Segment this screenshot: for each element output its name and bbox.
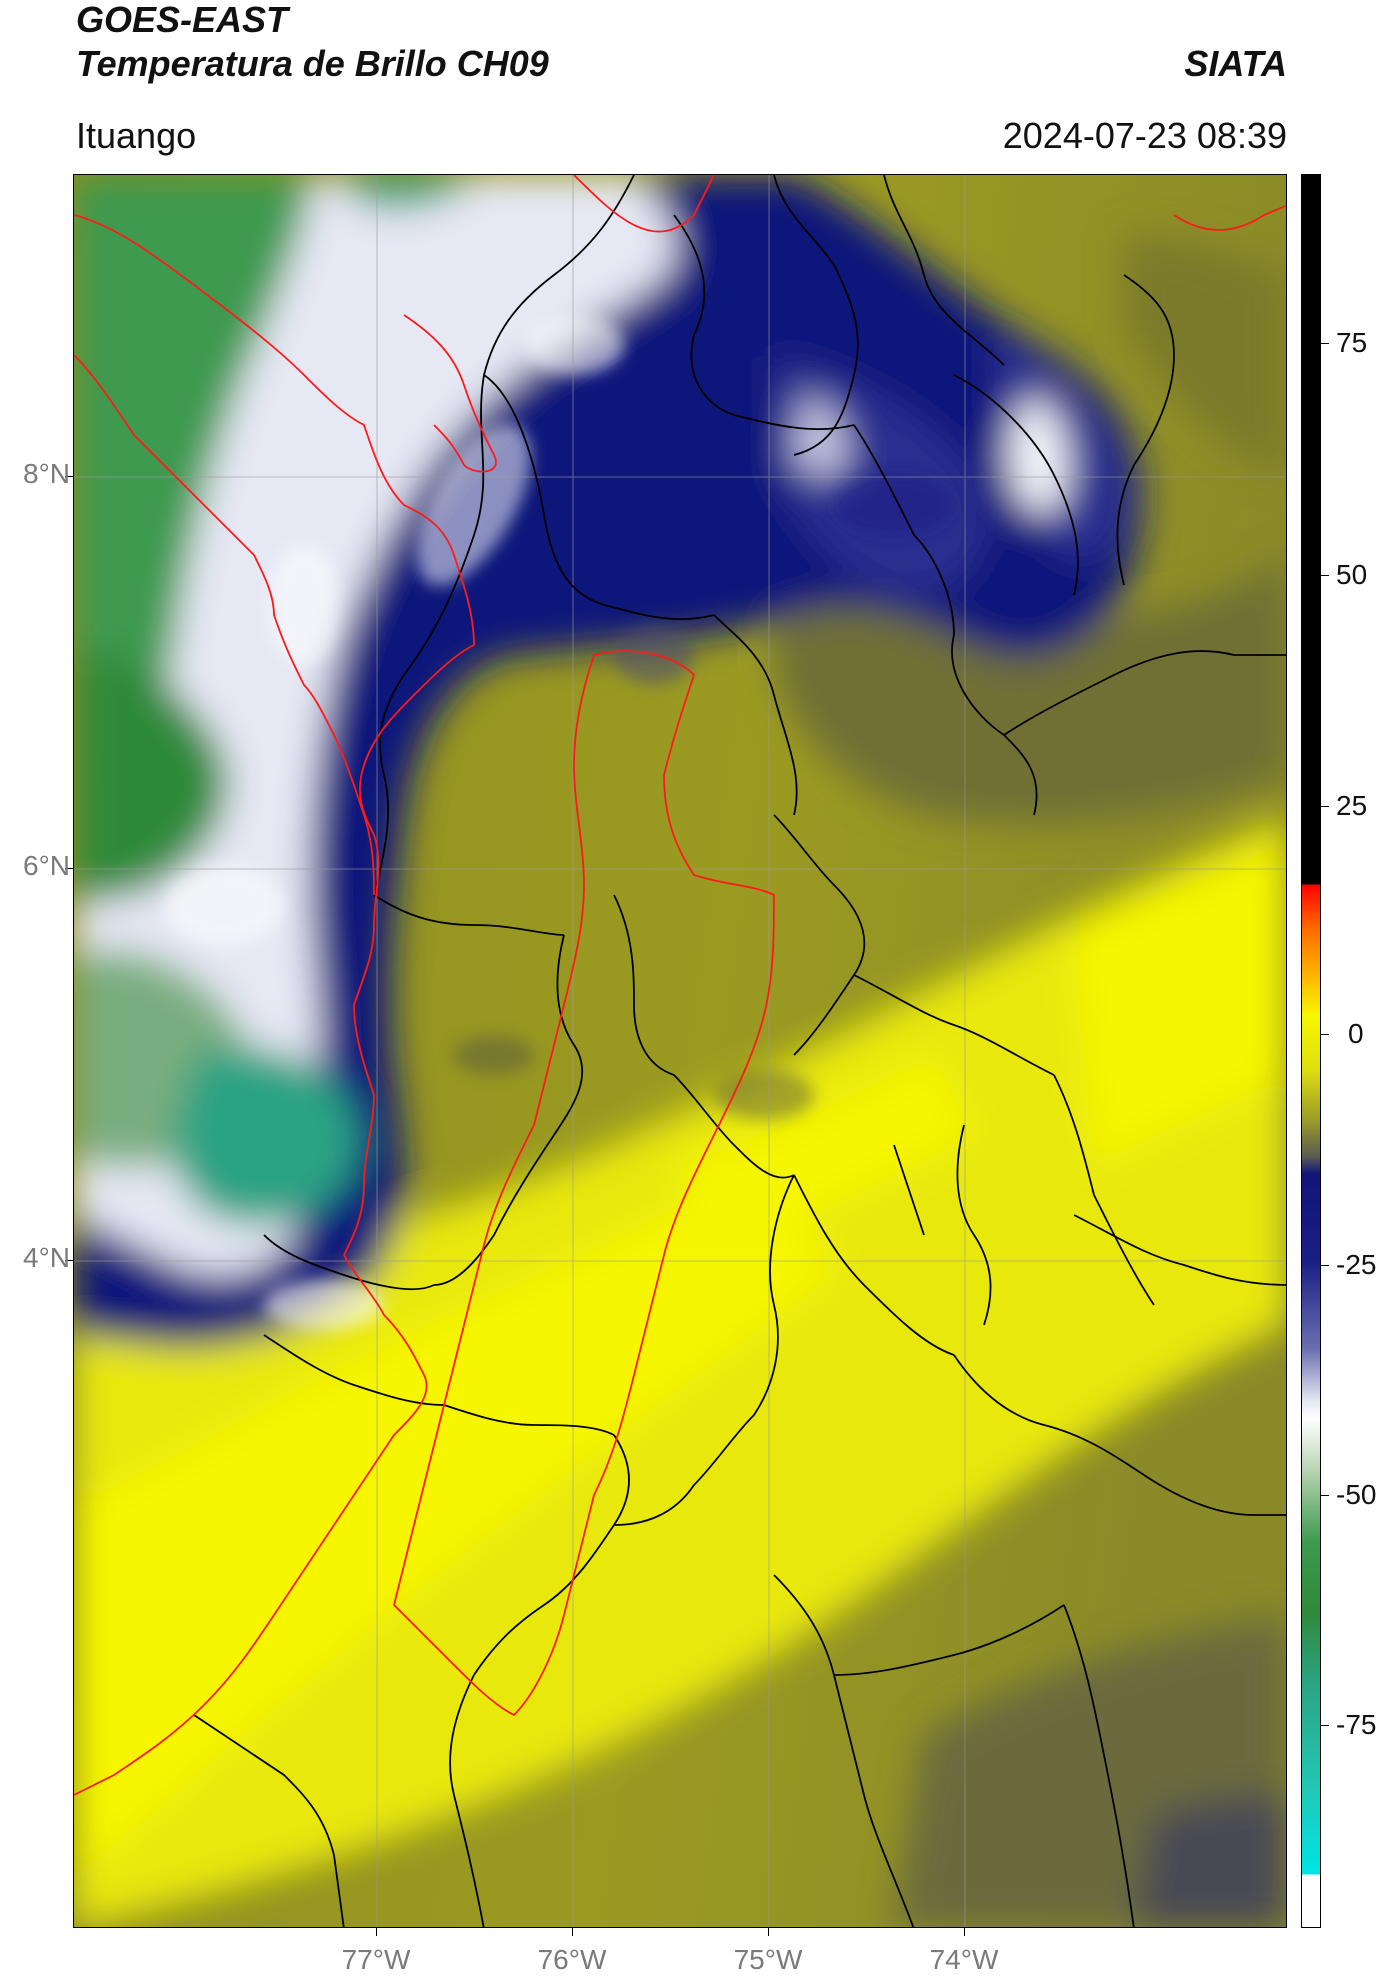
lon-tick-label: 76°W: [537, 1944, 607, 1975]
lat-tick-label: 8°N: [23, 458, 70, 489]
lon-tick-label: 75°W: [733, 1944, 803, 1975]
colorbar-label: 25: [1336, 790, 1368, 821]
colorbar-label: -75: [1336, 1709, 1377, 1740]
colorbar-label: 75: [1336, 327, 1368, 358]
title-line-2: Temperatura de Brillo CH09: [76, 43, 549, 84]
colorbar-label: 50: [1336, 559, 1368, 590]
lat-tick-label: 4°N: [23, 1242, 70, 1273]
colorbar-label: -25: [1336, 1249, 1377, 1280]
colorbar: [1301, 174, 1321, 1928]
satellite-map: [73, 174, 1287, 1928]
lon-tickmark: [376, 1928, 377, 1936]
lon-tick-label: 74°W: [929, 1944, 999, 1975]
colorbar-tickmark: [1321, 1725, 1329, 1726]
lat-tickmark: [65, 476, 73, 477]
department-boundaries: [193, 175, 1286, 1927]
graticule: [74, 175, 1286, 1927]
location-label: Ituango: [76, 115, 197, 156]
colorbar-tickmark: [1321, 575, 1329, 576]
colorbar-tickmark: [1321, 343, 1329, 344]
datetime-label: 2024-07-23 08:39: [1002, 115, 1287, 156]
colorbar-label: -50: [1336, 1479, 1377, 1510]
lon-tick-label: 77°W: [341, 1944, 411, 1975]
title-line-1: GOES-EAST: [76, 0, 289, 40]
coastline: [74, 175, 1286, 1796]
organization-label: SIATA: [1184, 43, 1287, 84]
colorbar-tickmark: [1321, 1265, 1329, 1266]
colorbar-label: 0: [1348, 1018, 1364, 1049]
texture-overlay: [164, 315, 954, 1330]
colorbar-tickmark: [1321, 806, 1329, 807]
map-canvas: [74, 175, 1286, 1927]
lat-tick-label: 6°N: [23, 850, 70, 881]
lon-tickmark: [964, 1928, 965, 1936]
lon-tickmark: [572, 1928, 573, 1936]
lat-tickmark: [65, 1260, 73, 1261]
colorbar-tickmark: [1321, 1034, 1329, 1035]
colorbar-tickmark: [1321, 1495, 1329, 1496]
lat-tickmark: [65, 868, 73, 869]
lon-tickmark: [768, 1928, 769, 1936]
ituango-region-outline: [393, 650, 775, 1717]
